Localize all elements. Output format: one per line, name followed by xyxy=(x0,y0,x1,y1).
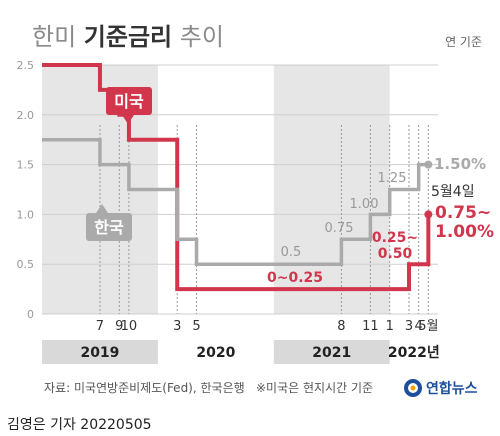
us-label-0-0.25: 0~0.25 xyxy=(267,270,323,286)
x-tick-label: 9 xyxy=(115,319,123,334)
legend-kr: 한국 xyxy=(86,204,132,241)
x-tick-label: 5월 xyxy=(418,319,438,334)
us-label-0.25-line2: 0.50 xyxy=(378,246,413,262)
y-tick-label: 0 xyxy=(27,308,34,321)
legend-us-pointer xyxy=(122,115,134,124)
x-tick-label: 8 xyxy=(337,319,345,334)
x-tick-label: 1 xyxy=(386,319,394,334)
year-label: 2021 xyxy=(312,345,351,361)
y-tick-label: 2.5 xyxy=(17,59,35,72)
series-end-point-한국 xyxy=(424,160,433,169)
x-tick-label: 5 xyxy=(192,319,200,334)
year-labels: 2019 2020 2021 2022년 xyxy=(80,345,439,361)
y-tick-label: 1.0 xyxy=(17,208,35,221)
logo-text: 연합뉴스 xyxy=(426,380,478,397)
y-axis: 0 0.5 1.0 1.5 2.0 2.5 xyxy=(17,59,35,321)
chart-title: 한미 기준금리 추이 xyxy=(32,23,224,51)
x-tick-label: 10 xyxy=(121,319,138,334)
x-tick-label: 3 xyxy=(173,319,181,334)
us-label-0.75-line1: 0.75~ xyxy=(435,203,491,223)
byline: 김영은 기자 20220505 xyxy=(7,417,152,433)
x-tick-label: 4 xyxy=(415,319,423,334)
kr-label-0.75: 0.75 xyxy=(325,221,354,236)
year-label: 2022년 xyxy=(388,345,440,361)
us-label-0.75-line2: 1.00% xyxy=(435,222,494,242)
kr-label-1.00: 1.00 xyxy=(350,197,379,212)
timezone-note: ※미국은 현지시간 기준 xyxy=(256,381,373,395)
us-date-label: 5월4일 xyxy=(431,184,475,200)
source-note: 자료: 미국연방준비제도(Fed), 한국은행 xyxy=(44,380,245,395)
year-label: 2019 xyxy=(80,345,119,361)
legend-us: 미국 xyxy=(106,87,152,124)
y-tick-label: 0.5 xyxy=(17,258,35,271)
unit-label: 연 기준 xyxy=(445,35,482,49)
series-line-미국 xyxy=(42,63,431,292)
us-label-0.25-line1: 0.25~ xyxy=(372,230,418,246)
x-tick-label: 7 xyxy=(96,319,104,334)
y-tick-label: 2.0 xyxy=(17,109,35,122)
kr-label-0.5: 0.5 xyxy=(281,245,302,260)
x-axis: 7 910 3 5 8 11 1 3 45월 xyxy=(96,319,439,334)
legend-us-box xyxy=(106,87,152,115)
series-line-한국 xyxy=(42,137,429,266)
year-band-label-bg-2021 xyxy=(273,340,390,364)
year-band-label-bg-2019 xyxy=(42,340,158,364)
kr-label-1.25: 1.25 xyxy=(378,171,407,186)
legend-kr-label: 한국 xyxy=(94,218,124,237)
series-lines xyxy=(42,63,433,292)
year-label: 2020 xyxy=(196,345,235,361)
legend-kr-pointer xyxy=(96,204,108,213)
series-end-point-미국 xyxy=(424,210,433,219)
x-tick-label: 11 xyxy=(362,319,379,334)
legend-us-label: 미국 xyxy=(114,92,144,111)
legend-kr-box xyxy=(86,213,132,241)
yonhap-logo: 연합뉴스 xyxy=(404,379,478,397)
kr-label-1.50: 1.50% xyxy=(434,155,486,173)
y-tick-label: 1.5 xyxy=(17,159,35,172)
x-tick-label: 3 xyxy=(405,319,413,334)
